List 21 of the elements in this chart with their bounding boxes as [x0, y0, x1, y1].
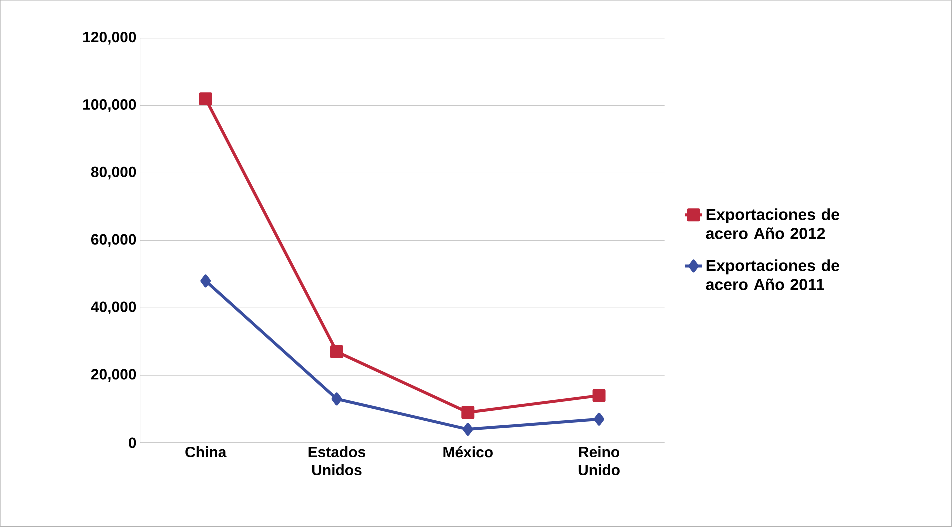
- x-tick-label: Reino Unido: [578, 446, 620, 476]
- point: [462, 422, 474, 436]
- point: [199, 92, 212, 106]
- point: [332, 392, 342, 406]
- x-tick-label: Estados Unidos: [308, 446, 366, 476]
- y-tick-label: 120,000: [84, 32, 136, 45]
- point: [592, 389, 606, 402]
- y-tick-label: 40,000: [91, 302, 136, 314]
- point: [594, 412, 605, 426]
- x-tick-label: México: [444, 446, 493, 458]
- y-tick-label: 0: [129, 438, 136, 448]
- y-tick-label: 80,000: [91, 166, 136, 180]
- legend-label: Exportaciones de acero Año 2011: [706, 260, 840, 290]
- y-tick-label: 60,000: [91, 234, 136, 247]
- point: [330, 345, 344, 358]
- legend-label: Exportaciones de acero Año 2012: [706, 208, 840, 240]
- y-tick-label: 20,000: [91, 369, 136, 382]
- y-tick-label: 100,000: [84, 99, 136, 112]
- point: [462, 406, 475, 419]
- x-tick-label: China: [186, 446, 227, 458]
- point: [200, 274, 212, 288]
